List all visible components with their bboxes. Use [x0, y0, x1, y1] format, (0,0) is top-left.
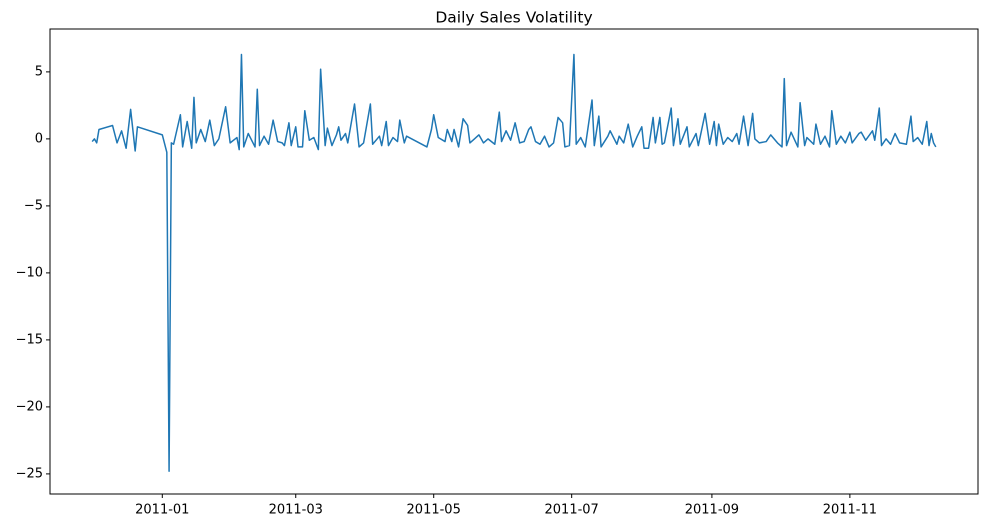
x-tick-label: 2011-05 [407, 503, 461, 518]
y-tick-label: 0 [35, 131, 43, 146]
x-tick-label: 2011-07 [545, 503, 599, 518]
plot-frame [49, 28, 979, 495]
y-tick-label: −5 [24, 198, 43, 213]
chart-title: Daily Sales Volatility [435, 9, 592, 27]
y-tick-label: −25 [16, 466, 43, 481]
x-tick-label: 2011-01 [135, 503, 189, 518]
y-tick-label: 5 [35, 64, 43, 79]
data-line [91, 53, 937, 472]
x-tick-label: 2011-09 [685, 503, 739, 518]
x-tick-label: 2011-03 [269, 503, 323, 518]
y-tick-label: −15 [16, 332, 43, 347]
y-tick-label: −10 [16, 265, 43, 280]
x-tick-label: 2011-11 [823, 503, 877, 518]
y-tick-label: −20 [16, 399, 43, 414]
